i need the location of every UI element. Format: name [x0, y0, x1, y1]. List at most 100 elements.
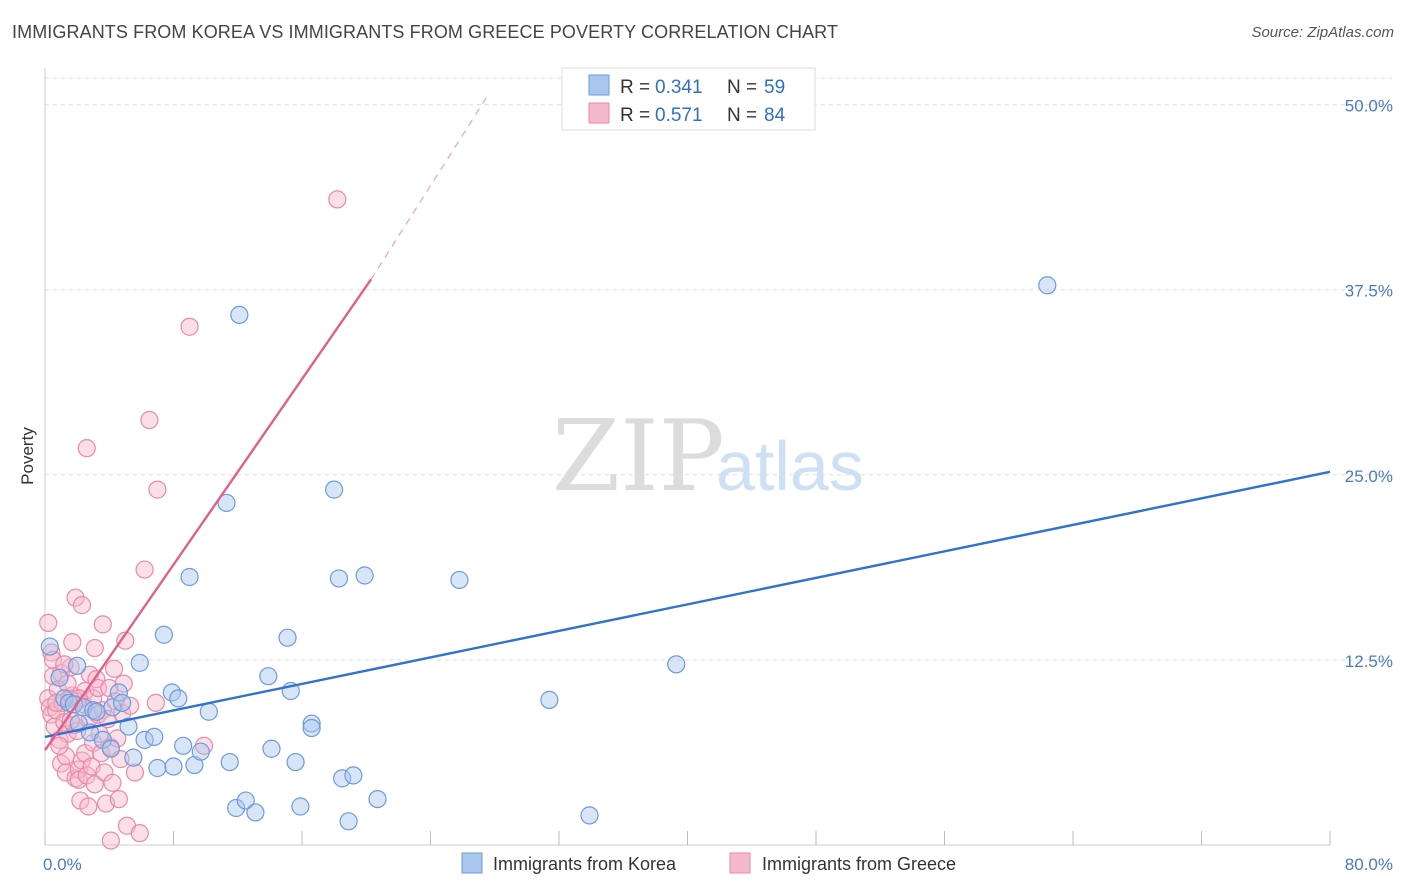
legend-korea-r-label: R =	[620, 77, 655, 98]
korea-point	[259, 667, 278, 686]
greece-point	[148, 480, 167, 499]
greece-point	[39, 613, 58, 632]
korea-point	[119, 717, 138, 736]
legend-korea-n-value: 59	[764, 77, 785, 98]
korea-point	[174, 736, 193, 755]
source-label: Source: ZipAtlas.com	[1251, 24, 1394, 41]
x-tick-label-end: 80.0%	[1345, 855, 1393, 874]
y-tick-label: 12.5%	[1345, 652, 1393, 671]
korea-point	[540, 690, 559, 709]
greece-point	[140, 410, 159, 430]
chart-title: IMMIGRANTS FROM KOREA VS IMMIGRANTS FROM…	[12, 22, 839, 42]
korea-point	[580, 806, 599, 825]
greece-trend-line	[44, 278, 373, 751]
greece-point	[92, 744, 111, 763]
greece-point	[180, 317, 199, 336]
legend-korea-r-value: 0.341	[655, 77, 703, 98]
greece-point	[79, 797, 98, 816]
greece-point	[135, 560, 154, 579]
grid-lines	[45, 77, 1392, 661]
trend-lines	[44, 96, 1331, 751]
korea-point	[191, 742, 210, 761]
korea-point	[246, 803, 265, 822]
korea-point	[1038, 276, 1057, 295]
bottom-legend-greece: Immigrants from Greece	[762, 854, 956, 874]
greece-point	[43, 650, 63, 670]
legend-greece-r-label: R =	[620, 105, 655, 126]
korea-point	[286, 752, 305, 772]
korea-point	[112, 693, 132, 712]
korea-point	[230, 305, 249, 324]
y-tick-label: 50.0%	[1345, 97, 1393, 116]
data-points	[39, 190, 1057, 850]
korea-point	[217, 493, 236, 513]
greece-point	[103, 773, 122, 792]
bottom-legend-swatch-korea	[461, 852, 483, 874]
korea-point	[302, 714, 321, 733]
greece-point	[130, 824, 149, 843]
legend-greece-n-value: 84	[764, 105, 786, 126]
korea-point	[87, 702, 106, 721]
greece-point	[85, 775, 104, 794]
greece-point	[77, 439, 96, 458]
korea-point	[148, 758, 167, 778]
greece-point	[66, 588, 85, 607]
x-tick-label-start: 0.0%	[43, 855, 82, 874]
legend-box: R = 0.341 N = 59 R = 0.571 N = 84	[561, 67, 816, 131]
korea-point	[355, 566, 374, 585]
legend-greece-n-label: N =	[727, 105, 762, 126]
korea-point	[180, 567, 199, 587]
korea-point	[450, 570, 469, 590]
legend-swatch-greece	[588, 102, 610, 124]
korea-point	[130, 653, 149, 672]
korea-point	[109, 683, 128, 702]
korea-point	[278, 628, 297, 647]
korea-point	[169, 689, 188, 708]
y-tick-label: 25.0%	[1345, 467, 1393, 486]
watermark: ZIP atlas	[552, 400, 864, 514]
y-tick-label: 37.5%	[1345, 282, 1393, 301]
greece-point	[108, 729, 127, 748]
korea-point	[154, 625, 173, 644]
korea-point	[40, 637, 59, 656]
korea-point	[333, 769, 352, 788]
greece-point	[146, 693, 165, 712]
greece-point	[104, 659, 124, 678]
korea-trend-line	[44, 470, 1331, 739]
korea-point	[339, 812, 358, 831]
korea-point	[68, 656, 87, 675]
greece-trend-extension	[370, 96, 488, 280]
watermark-atlas: atlas	[716, 427, 864, 505]
y-axis-label: Poverty	[18, 427, 37, 485]
greece-point	[93, 615, 112, 634]
greece-point	[328, 190, 347, 209]
korea-point	[220, 752, 239, 772]
korea-point	[199, 702, 218, 721]
greece-point	[72, 596, 92, 615]
legend-swatch-korea	[588, 74, 610, 96]
legend-greece-r-value: 0.571	[655, 105, 703, 126]
korea-point	[236, 791, 255, 810]
korea-point	[101, 739, 120, 758]
greece-point	[63, 633, 82, 652]
korea-point	[164, 757, 183, 776]
greece-point	[101, 831, 120, 850]
greece-point	[50, 736, 69, 755]
korea-point	[325, 480, 344, 499]
korea-point	[368, 789, 387, 809]
greece-point	[125, 763, 145, 782]
greece-point	[85, 638, 104, 658]
greece-point	[109, 789, 128, 809]
korea-point	[50, 668, 69, 687]
korea-point	[262, 739, 281, 758]
bottom-legend-korea: Immigrants from Korea	[493, 854, 677, 874]
korea-point	[302, 718, 321, 738]
korea-point	[227, 798, 246, 818]
korea-point	[329, 569, 349, 588]
bottom-legend-swatch-greece	[729, 852, 751, 874]
axes: 12.5% 25.0% 37.5% 50.0% 0.0% 80.0%	[43, 68, 1393, 874]
bottom-legend: Immigrants from Korea Immigrants from Gr…	[461, 852, 956, 874]
watermark-zip: ZIP	[552, 400, 725, 514]
korea-point	[145, 727, 164, 747]
